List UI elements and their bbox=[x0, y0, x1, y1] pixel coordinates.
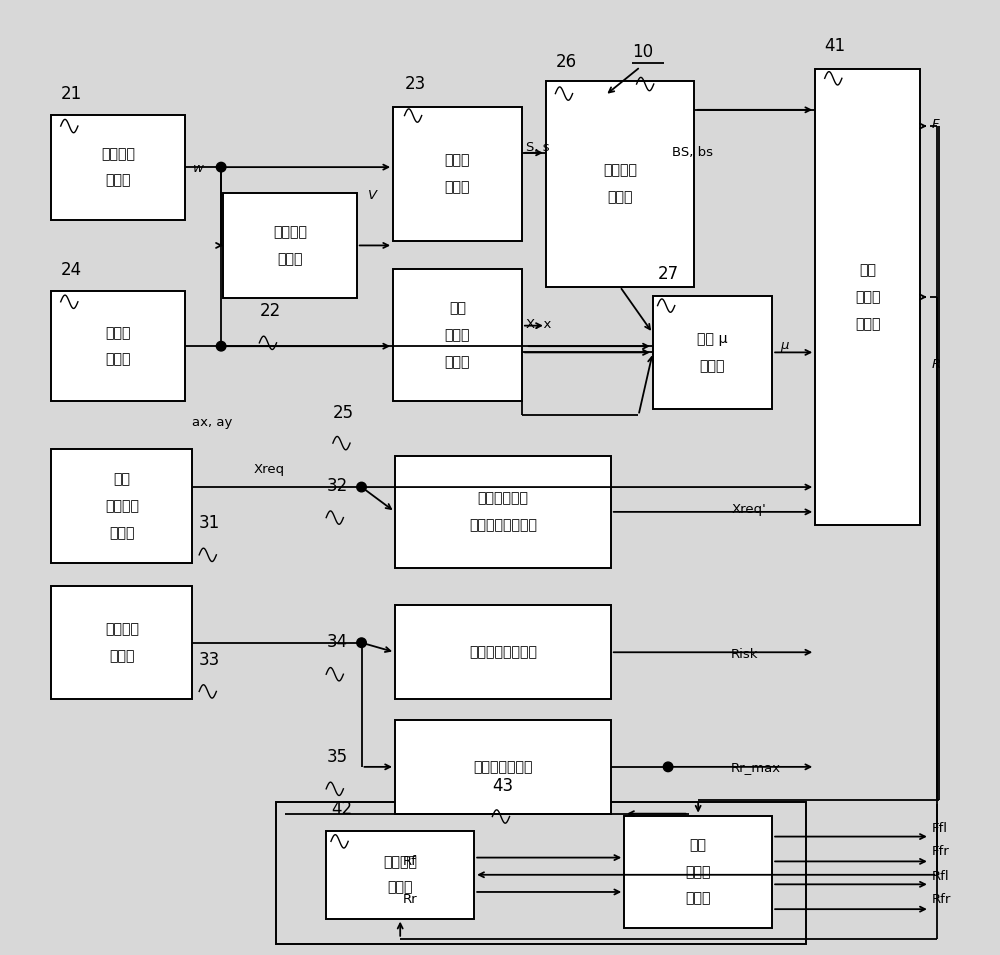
Text: BS, bs: BS, bs bbox=[672, 146, 713, 159]
Text: 制动刚度: 制动刚度 bbox=[603, 163, 637, 178]
Circle shape bbox=[357, 482, 366, 492]
Text: Rfr: Rfr bbox=[932, 893, 951, 906]
FancyBboxPatch shape bbox=[51, 449, 192, 563]
Text: 要求总制动力: 要求总制动力 bbox=[477, 492, 528, 505]
FancyBboxPatch shape bbox=[624, 816, 772, 928]
Text: w: w bbox=[192, 161, 203, 175]
FancyBboxPatch shape bbox=[393, 269, 522, 401]
FancyBboxPatch shape bbox=[393, 107, 522, 241]
FancyBboxPatch shape bbox=[395, 456, 611, 568]
Text: 加速度: 加速度 bbox=[105, 326, 131, 340]
Text: 算出部: 算出部 bbox=[445, 355, 470, 369]
Text: 滑移率: 滑移率 bbox=[445, 154, 470, 167]
Text: Xreq': Xreq' bbox=[731, 502, 766, 516]
FancyBboxPatch shape bbox=[223, 193, 357, 298]
Text: 算出部: 算出部 bbox=[607, 190, 633, 204]
Text: 驱动力: 驱动力 bbox=[445, 329, 470, 342]
Text: 25: 25 bbox=[333, 404, 354, 422]
Text: 制动力: 制动力 bbox=[685, 865, 711, 879]
Text: 总制动力: 总制动力 bbox=[105, 499, 139, 513]
Text: 31: 31 bbox=[199, 514, 220, 532]
Text: μ: μ bbox=[780, 339, 788, 352]
Text: 算出部: 算出部 bbox=[109, 526, 135, 540]
Text: 分配部: 分配部 bbox=[685, 892, 711, 905]
Text: 检测部: 检测部 bbox=[109, 649, 135, 663]
Text: Rf: Rf bbox=[403, 855, 416, 868]
Text: 时间变化率算出部: 时间变化率算出部 bbox=[469, 519, 537, 532]
Text: X, x: X, x bbox=[526, 318, 551, 331]
Text: 34: 34 bbox=[326, 633, 347, 651]
Text: 制动力: 制动力 bbox=[855, 290, 880, 304]
Text: 要求: 要求 bbox=[113, 473, 130, 486]
Text: Rr_max: Rr_max bbox=[731, 761, 781, 775]
FancyBboxPatch shape bbox=[815, 69, 920, 525]
Text: V: V bbox=[368, 189, 377, 202]
Text: 10: 10 bbox=[632, 43, 653, 61]
Text: 算出部: 算出部 bbox=[105, 352, 131, 367]
Text: 27: 27 bbox=[658, 265, 679, 283]
Text: 35: 35 bbox=[326, 748, 347, 766]
Circle shape bbox=[357, 638, 366, 647]
FancyBboxPatch shape bbox=[395, 605, 611, 699]
Text: 前后: 前后 bbox=[859, 264, 876, 277]
Text: 22: 22 bbox=[259, 302, 281, 320]
Text: Risk: Risk bbox=[731, 647, 759, 661]
Text: Rr: Rr bbox=[403, 893, 417, 906]
Text: 算出部: 算出部 bbox=[105, 174, 131, 187]
Circle shape bbox=[216, 162, 226, 172]
Text: 21: 21 bbox=[61, 85, 82, 103]
Text: 算出部: 算出部 bbox=[445, 180, 470, 194]
FancyBboxPatch shape bbox=[546, 81, 694, 286]
Text: S, s: S, s bbox=[526, 140, 549, 154]
Text: 不稳定风险算出部: 不稳定风险算出部 bbox=[469, 646, 537, 659]
Text: 32: 32 bbox=[326, 477, 347, 495]
Text: 26: 26 bbox=[555, 53, 577, 71]
Text: 摩擦再生: 摩擦再生 bbox=[383, 856, 417, 869]
Text: 算出部: 算出部 bbox=[700, 359, 725, 372]
Text: Ffr: Ffr bbox=[932, 845, 949, 859]
FancyBboxPatch shape bbox=[395, 720, 611, 814]
Text: 车辆速度: 车辆速度 bbox=[273, 225, 307, 239]
Text: Rfl: Rfl bbox=[932, 870, 949, 883]
Text: 再生能力算出部: 再生能力算出部 bbox=[473, 760, 533, 774]
FancyBboxPatch shape bbox=[326, 831, 474, 919]
Text: 算出部: 算出部 bbox=[277, 252, 303, 265]
Text: 42: 42 bbox=[331, 800, 352, 818]
Text: 分配部: 分配部 bbox=[387, 881, 413, 894]
Text: Xreq: Xreq bbox=[254, 463, 285, 477]
Circle shape bbox=[216, 341, 226, 351]
FancyBboxPatch shape bbox=[51, 586, 192, 699]
Text: F: F bbox=[932, 117, 939, 131]
Text: ax, ay: ax, ay bbox=[192, 415, 233, 429]
Text: 24: 24 bbox=[61, 261, 82, 279]
Text: 分配部: 分配部 bbox=[855, 317, 880, 330]
Text: Ffl: Ffl bbox=[932, 822, 948, 836]
Text: 路面 μ: 路面 μ bbox=[697, 332, 728, 346]
Text: 43: 43 bbox=[492, 776, 513, 795]
FancyBboxPatch shape bbox=[276, 802, 806, 944]
Text: 33: 33 bbox=[199, 650, 220, 668]
Text: 23: 23 bbox=[404, 74, 426, 93]
Circle shape bbox=[663, 762, 673, 772]
Text: 制动: 制动 bbox=[449, 302, 466, 315]
Text: 摩擦: 摩擦 bbox=[690, 838, 707, 852]
FancyBboxPatch shape bbox=[653, 296, 772, 409]
Text: R: R bbox=[932, 358, 941, 371]
Text: 车轮转速: 车轮转速 bbox=[101, 147, 135, 160]
FancyBboxPatch shape bbox=[51, 115, 185, 220]
Text: 41: 41 bbox=[825, 37, 846, 55]
Text: 外部信息: 外部信息 bbox=[105, 623, 139, 636]
FancyBboxPatch shape bbox=[51, 291, 185, 401]
